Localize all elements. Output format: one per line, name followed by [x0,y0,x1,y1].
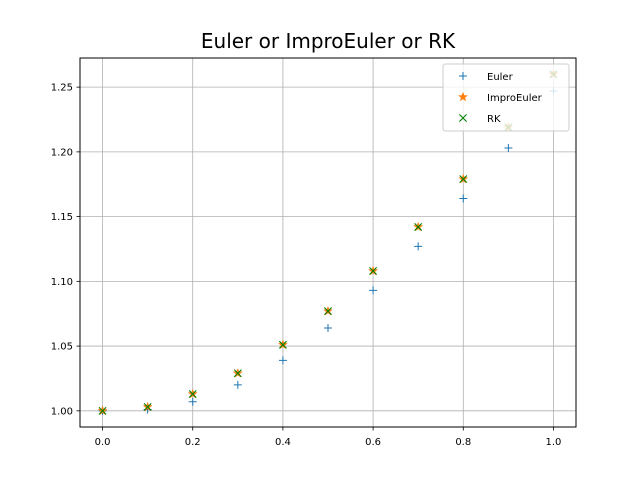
series-euler [98,87,558,415]
data-point [324,323,332,332]
legend-marker [459,114,467,122]
legend-marker [457,91,469,102]
data-point [278,356,287,365]
data-point [143,402,152,411]
y-tick-label: 1.05 [51,342,73,353]
x-tick-label: 0.6 [365,437,381,448]
legend-marker [459,72,467,80]
data-point [504,143,513,152]
legend-label: RK [487,114,501,125]
legend-item-euler: Euler [459,72,514,83]
data-point [414,222,423,231]
data-point [278,340,287,349]
axes: 0.0 0.2 0.4 0.6 0.8 1.0 1.00 1.05 1.10 1.15 1.20 1.… [51,83,562,448]
chart-title: Euler or ImproEuler or RK [201,29,456,53]
legend-item-rk: RK [459,114,501,125]
data-point [459,175,468,184]
x-tick-label: 1.0 [546,437,562,448]
data-point [459,194,468,203]
legend: Euler ImproEuler RK [442,63,570,132]
data-point [98,406,107,415]
data-point [414,242,423,251]
legend-item-improeuler: ImproEuler [457,91,543,104]
x-tick-label: 0.4 [275,437,291,448]
x-tick-label: 0.2 [185,437,201,448]
data-point [188,397,197,406]
data-point [233,380,242,389]
x-tick-label: 0.0 [95,437,111,448]
data-point [369,266,378,275]
data-point [369,286,378,295]
data-point [233,369,242,378]
y-tick-label: 1.10 [51,277,73,288]
plot-frame [79,57,577,428]
legend-label: Euler [487,72,514,83]
data-point [188,389,197,398]
y-tick-label: 1.00 [51,406,73,417]
legend-label: ImproEuler [487,93,543,104]
x-tick-label: 0.8 [455,437,471,448]
y-tick-label: 1.20 [51,147,73,158]
y-tick-label: 1.25 [51,83,73,94]
y-tick-label: 1.15 [51,212,73,223]
legend-box [442,63,570,132]
data-point [324,307,332,316]
